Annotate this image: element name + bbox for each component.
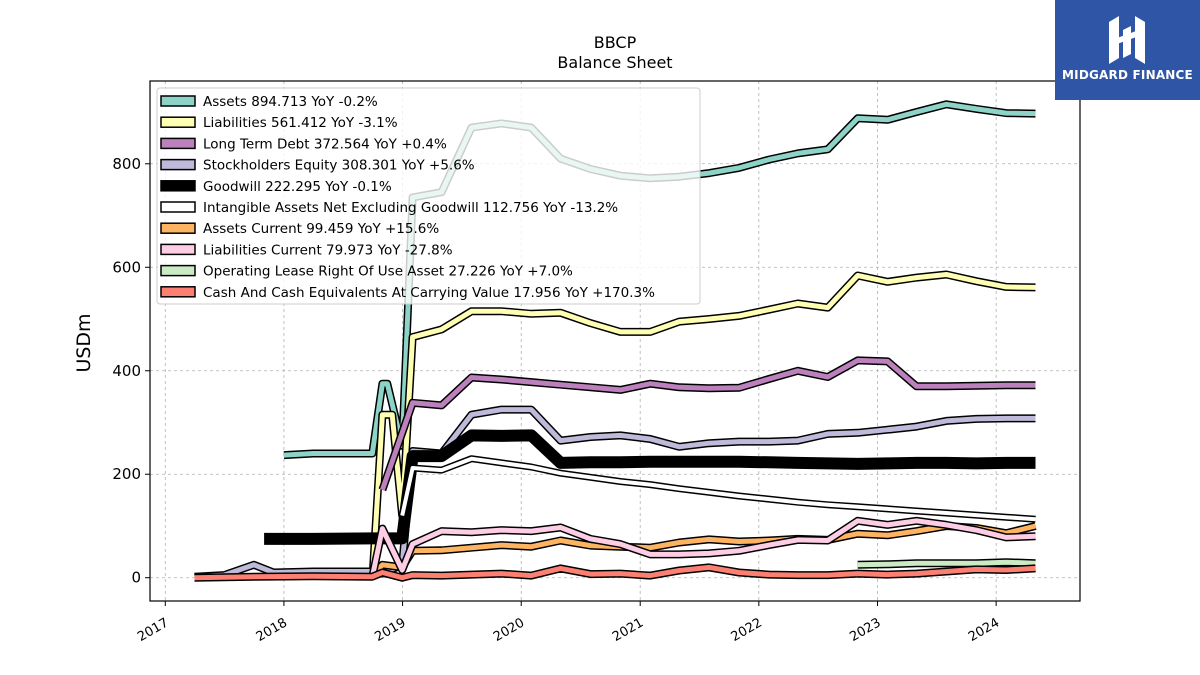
series-line-operating-lease-right-of-use-asset — [857, 559, 1036, 568]
series-line-intangible-assets-net-excluding-goodwill — [400, 456, 1036, 522]
x-axis-ticks: 2017 2018 2019 2020 2021 2022 2023 2024 — [135, 601, 1002, 645]
legend-swatch — [160, 116, 196, 128]
series-line-long-term-debt — [380, 357, 1036, 491]
legend-entry-label: Intangible Assets Net Excluding Goodwill… — [203, 200, 618, 216]
legend-swatch — [160, 243, 196, 256]
brand-name: MIDGARD FINANCE — [1062, 68, 1193, 82]
y-tick-label: 0 — [131, 569, 141, 587]
y-axis-label: USDm — [73, 313, 95, 372]
legend-swatch — [160, 158, 196, 171]
legend-swatch — [160, 201, 196, 213]
series-line-liabilities-current — [370, 518, 1036, 576]
plot-frame — [149, 80, 1081, 602]
legend-swatch — [160, 264, 196, 277]
x-tick-label: 2020 — [491, 615, 527, 645]
x-tick-label: 2023 — [847, 615, 883, 645]
y-tick-label: 200 — [112, 465, 141, 483]
legend-entry-label: Cash And Cash Equivalents At Carrying Va… — [203, 285, 655, 301]
x-tick-label: 2021 — [610, 615, 646, 645]
series-line-liabilities — [370, 272, 1036, 576]
legend-entry-label: Operating Lease Right Of Use Asset 27.22… — [203, 264, 573, 280]
series-line-assets-current — [370, 523, 1037, 577]
y-axis-ticks: 0 200 400 600 800 — [112, 155, 150, 587]
legend-swatch — [160, 95, 196, 107]
chart-subtitle: Balance Sheet — [557, 53, 672, 72]
x-tick-label: 2019 — [372, 615, 408, 645]
x-tick-label: 2022 — [729, 615, 765, 645]
brand-logo: MIDGARD FINANCE — [1055, 0, 1200, 100]
legend-entry-label: Liabilities 561.412 YoY -3.1% — [203, 115, 398, 131]
series-line-cash-and-cash-equivalents-at-carrying-value — [194, 564, 1036, 581]
brand-logo-icon — [1109, 16, 1145, 64]
y-tick-label: 600 — [112, 258, 141, 276]
y-tick-label: 400 — [112, 362, 141, 380]
x-tick-label: 2017 — [135, 615, 171, 645]
legend-entry-label: Liabilities Current 79.973 YoY -27.8% — [203, 242, 453, 258]
legend-box — [156, 87, 701, 305]
legend: Assets 894.713 YoY -0.2% Liabilities 561.… — [156, 87, 701, 305]
legend-swatch — [160, 180, 196, 192]
legend-entry-label: Assets Current 99.459 YoY +15.6% — [203, 221, 439, 237]
legend-entry-label: Assets 894.713 YoY -0.2% — [203, 94, 378, 110]
legend-swatch — [160, 137, 196, 150]
legend-swatch — [160, 286, 196, 298]
y-tick-label: 800 — [112, 155, 141, 173]
legend-entry-label: Goodwill 222.295 YoY -0.1% — [203, 179, 392, 195]
x-tick-label: 2024 — [966, 615, 1002, 645]
chart-title: BBCP — [594, 33, 637, 52]
legend-entry-label: Stockholders Equity 308.301 YoY +5.6% — [203, 158, 475, 174]
x-tick-label: 2018 — [254, 615, 290, 645]
legend-entry-label: Long Term Debt 372.564 YoY +0.4% — [203, 136, 447, 152]
series-outline-goodwill — [264, 429, 1036, 545]
series-line-stockholders-equity — [194, 407, 1036, 580]
legend-swatch — [160, 222, 196, 234]
